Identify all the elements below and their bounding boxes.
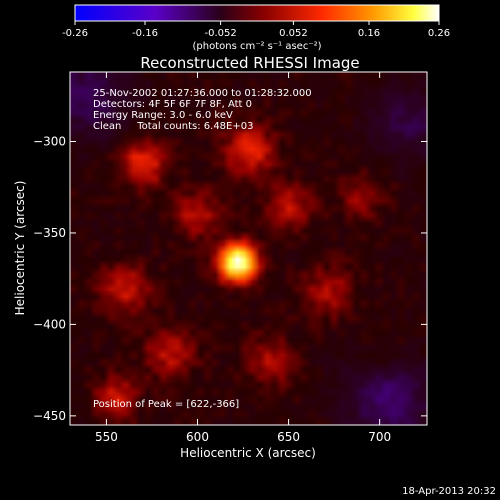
heatmap-image [70,72,427,425]
chart-title: Reconstructed RHESSI Image [140,54,359,72]
y-axis-label: Heliocentric Y (arcsec) [13,181,27,316]
peak-position-label: Position of Peak = [622,-366] [93,399,239,410]
y-tick-label: −400 [33,317,66,331]
plot-area: 550 600 650 700 −300 −350 −400 −450 25-Nov-2002… [33,71,428,444]
colorbar-tick-label: 0.26 [428,28,450,39]
y-tick-label: −300 [33,135,66,149]
y-tick-label: −350 [33,226,66,240]
x-tick-label: 550 [95,430,118,444]
axis-ticks: 550 600 650 700 −300 −350 −400 −450 [33,72,427,444]
x-tick-label: 700 [368,430,391,444]
colorbar-unit-label: (photons cm⁻² s⁻¹ asec⁻²) [192,41,321,52]
plot-frame [69,71,428,426]
annotation-detectors: Detectors: 4F 5F 6F 7F 8F, Att 0 [93,99,252,110]
annotation-time-range: 25-Nov-2002 01:27:36.000 to 01:28:32.000 [93,88,312,99]
x-axis-label: Heliocentric X (arcsec) [180,446,316,460]
colorbar-tick-label: -0.16 [132,28,158,39]
annotation-energy-range: Energy Range: 3.0 - 6.0 keV [93,110,233,121]
x-tick-label: 600 [186,430,209,444]
colorbar-tick-label: -0.052 [204,28,236,39]
colorbar: -0.26 -0.16 -0.052 0.052 0.16 0.26 (photons c… [62,4,450,52]
annotation-block: 25-Nov-2002 01:27:36.000 to 01:28:32.000… [93,88,312,132]
colorbar-tick-label: -0.26 [62,28,88,39]
annotation-total-counts: Clean Total counts: 6.48E+03 [93,121,253,132]
colorbar-ticks: -0.26 -0.16 -0.052 0.052 0.16 0.26 [62,21,450,39]
x-tick-label: 650 [277,430,300,444]
footer-timestamp: 18-Apr-2013 20:32 [402,486,496,497]
colorbar-bar [74,4,440,22]
colorbar-tick-label: 0.16 [358,28,380,39]
y-tick-label: −450 [33,409,66,423]
colorbar-tick-label: 0.052 [279,28,308,39]
